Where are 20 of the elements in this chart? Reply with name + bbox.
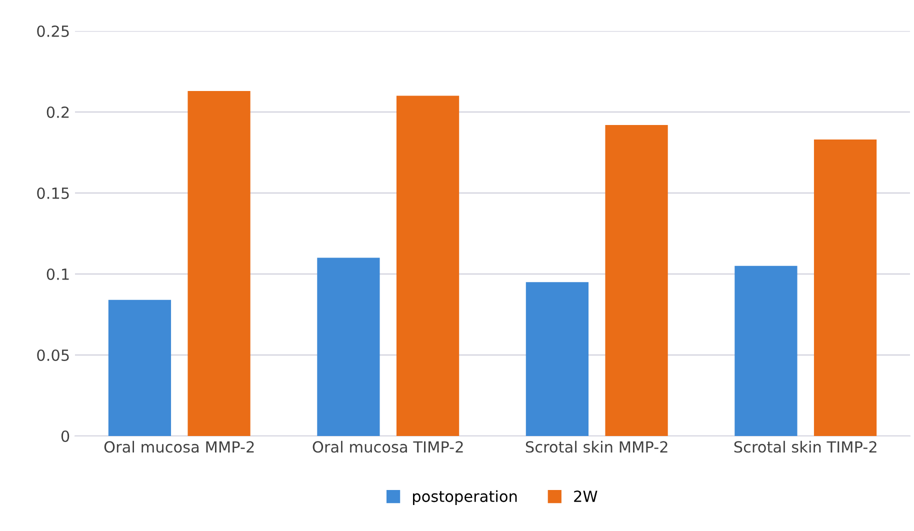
bar	[188, 90, 250, 436]
y-tick-label: 0.15	[37, 187, 69, 200]
x-tick-label: Oral mucosa MMP-2	[104, 440, 254, 453]
y-tick-label: 0.2	[46, 106, 69, 118]
bar	[396, 96, 460, 436]
bar	[317, 258, 380, 436]
bar	[814, 140, 877, 436]
y-tick-label: 0.05	[37, 349, 69, 362]
legend-label: 2W	[574, 490, 598, 502]
legend-label: postoperation	[413, 490, 517, 506]
bar	[734, 266, 798, 436]
x-tick-label: Oral mucosa TIMP-2	[312, 440, 463, 453]
x-tick-label: Scrotal skin MMP-2	[526, 440, 668, 453]
y-tick-label: 0.25	[37, 25, 69, 38]
bar	[108, 300, 172, 436]
x-tick-label: Scrotal skin TIMP-2	[734, 440, 876, 453]
bar	[526, 282, 589, 436]
y-tick-label: 0	[61, 430, 70, 442]
y-tick-label: 0.1	[46, 268, 69, 280]
bar	[605, 124, 668, 436]
